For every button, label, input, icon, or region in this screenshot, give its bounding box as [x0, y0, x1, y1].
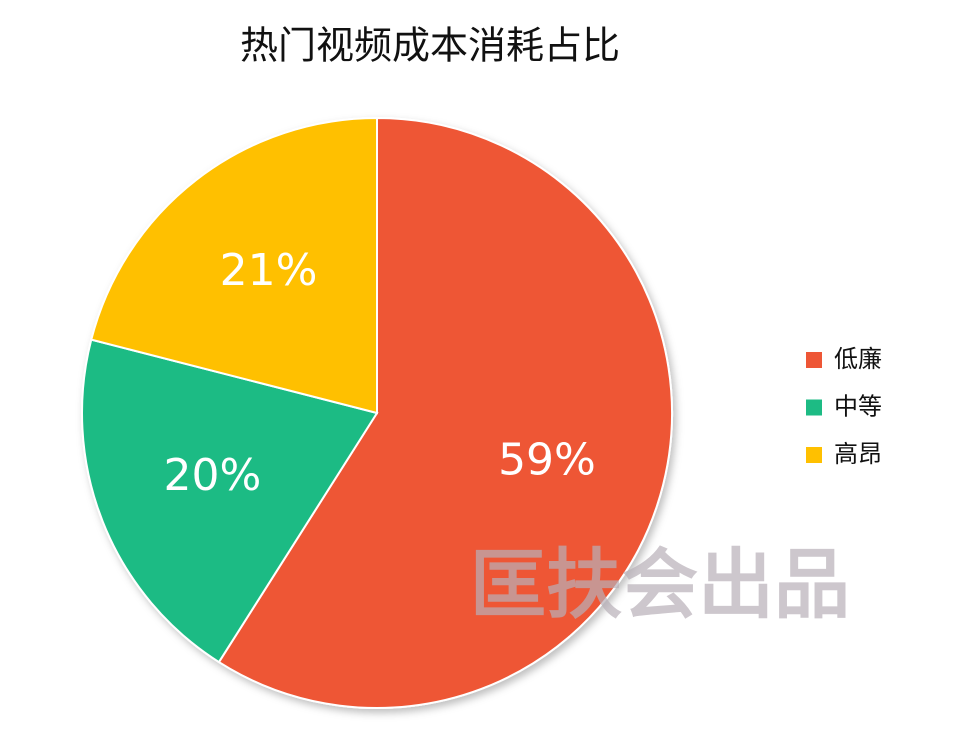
pie-slice — [217, 116, 673, 709]
legend-swatch — [806, 352, 822, 368]
pie-slice — [90, 116, 378, 415]
pie-slice — [81, 338, 379, 664]
pie — [81, 116, 673, 709]
value-label: 20% — [164, 450, 262, 501]
value-label: 59% — [498, 434, 596, 485]
legend-swatch — [806, 399, 822, 416]
legend-swatch — [806, 447, 822, 463]
legend-label: 中等 — [834, 393, 882, 421]
legend-label: 高昂 — [834, 440, 882, 468]
value-label: 21% — [220, 245, 318, 296]
watermark: 匡扶会出品 — [470, 540, 850, 629]
legend-label: 低廉 — [834, 345, 882, 373]
labels: 59% 20% 21% — [164, 245, 596, 501]
chart-title: 热门视频成本消耗占比 — [240, 24, 620, 68]
